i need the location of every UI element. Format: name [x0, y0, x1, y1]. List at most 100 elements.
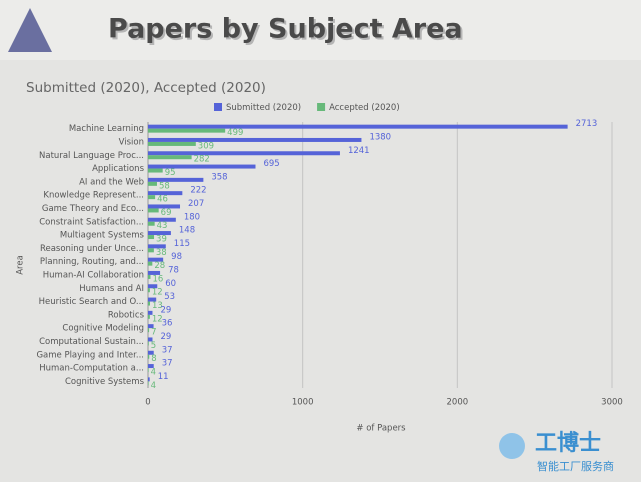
- data-label: 180: [184, 212, 200, 222]
- data-label: 5: [151, 341, 156, 351]
- y-tick-label: AI and the Web: [79, 177, 144, 187]
- data-label: 1380: [369, 132, 391, 142]
- bar: [148, 155, 192, 160]
- data-label: 115: [174, 239, 190, 249]
- data-label: 1241: [348, 146, 370, 156]
- data-label: 695: [263, 159, 279, 169]
- data-label: 499: [227, 128, 243, 138]
- logo: [8, 8, 52, 52]
- y-tick-label: Game Theory and Eco...: [42, 204, 144, 214]
- header-band: [0, 0, 641, 60]
- y-tick-label: Machine Learning: [69, 124, 144, 134]
- data-label: 37: [162, 359, 173, 369]
- data-label: 28: [154, 261, 165, 271]
- y-tick-label: Heuristic Search and O...: [39, 297, 144, 307]
- chart-title: Papers by Subject Area: [108, 14, 463, 45]
- y-tick-label: Vision: [119, 137, 144, 147]
- y-tick-label: Cognitive Systems: [65, 377, 145, 387]
- y-tick-label: Constraint Satisfaction...: [39, 217, 144, 227]
- bar: [148, 301, 151, 306]
- bar: [148, 261, 153, 266]
- bar: [148, 337, 153, 342]
- bar: [148, 168, 163, 173]
- data-label: 46: [157, 195, 168, 205]
- x-tick-label: 0: [145, 398, 150, 408]
- bar: [148, 257, 164, 262]
- data-label: 38: [156, 248, 167, 258]
- bar: [148, 177, 204, 182]
- bar: [148, 208, 159, 213]
- data-label: 78: [168, 265, 179, 275]
- data-label: 4: [151, 368, 156, 378]
- y-tick-label: Game Playing and Inter...: [36, 350, 144, 360]
- y-tick-label: Humans and AI: [79, 284, 144, 294]
- bar: [148, 314, 150, 319]
- data-label: 11: [158, 372, 169, 382]
- data-label: 7: [151, 328, 156, 338]
- bar: [148, 231, 171, 236]
- bar: [148, 141, 196, 146]
- bar: [148, 164, 256, 169]
- bar: [148, 181, 157, 186]
- bar: [148, 310, 153, 315]
- bar: [148, 377, 150, 382]
- data-label: 29: [160, 305, 171, 315]
- bar: [148, 364, 154, 369]
- bar: [148, 204, 181, 209]
- data-label: 148: [179, 226, 195, 236]
- watermark-logo: [499, 433, 525, 459]
- x-tick-label: 3000: [601, 398, 623, 408]
- y-tick-label: Robotics: [108, 310, 145, 320]
- data-label: 358: [211, 172, 227, 182]
- data-label: 29: [160, 332, 171, 342]
- bar: [148, 381, 149, 386]
- bar: [148, 217, 176, 222]
- data-label: 4: [151, 381, 156, 391]
- legend-swatch: [214, 103, 222, 111]
- legend-label: Accepted (2020): [329, 103, 400, 113]
- data-label: 98: [171, 252, 182, 262]
- y-tick-label: Reasoning under Unce...: [40, 244, 144, 254]
- bar: [148, 270, 161, 275]
- y-tick-label: Human-AI Collaboration: [43, 270, 144, 280]
- bar: [148, 297, 157, 302]
- y-tick-label: Natural Language Proc...: [39, 151, 144, 161]
- y-tick-label: Cognitive Modeling: [62, 324, 144, 334]
- legend-label: Submitted (2020): [226, 103, 301, 113]
- bar: [148, 195, 156, 200]
- data-label: 60: [165, 279, 176, 289]
- x-tick-label: 1000: [292, 398, 314, 408]
- x-tick-label: 2000: [447, 398, 469, 408]
- data-label: 222: [190, 186, 206, 196]
- data-label: 69: [161, 208, 172, 218]
- bar: [148, 350, 154, 355]
- data-label: 58: [159, 181, 170, 191]
- data-label: 36: [162, 319, 173, 329]
- data-label: 43: [157, 221, 168, 231]
- bar: [148, 284, 158, 289]
- bar: [148, 244, 166, 249]
- chart-subtitle: Submitted (2020), Accepted (2020): [26, 80, 266, 96]
- bar: [148, 274, 151, 279]
- watermark-slogan: 智能工厂服务商: [537, 459, 614, 473]
- bar: [148, 151, 340, 156]
- y-tick-label: Computational Sustain...: [39, 337, 144, 347]
- bar: [148, 191, 183, 196]
- data-label: 207: [188, 199, 204, 209]
- data-label: 39: [156, 235, 167, 245]
- bar: [148, 124, 568, 129]
- bar: [148, 221, 155, 226]
- watermark-brand: 工博士: [535, 430, 601, 456]
- bar: [148, 128, 226, 133]
- data-label: 2713: [576, 119, 598, 129]
- data-label: 53: [164, 292, 175, 302]
- bar: [148, 324, 154, 329]
- bar: [148, 328, 150, 333]
- data-label: 282: [194, 155, 210, 165]
- bar: [148, 288, 150, 293]
- x-axis-label: # of Papers: [356, 424, 406, 434]
- y-tick-label: Knowledge Represent...: [43, 191, 144, 201]
- bar: [148, 368, 149, 373]
